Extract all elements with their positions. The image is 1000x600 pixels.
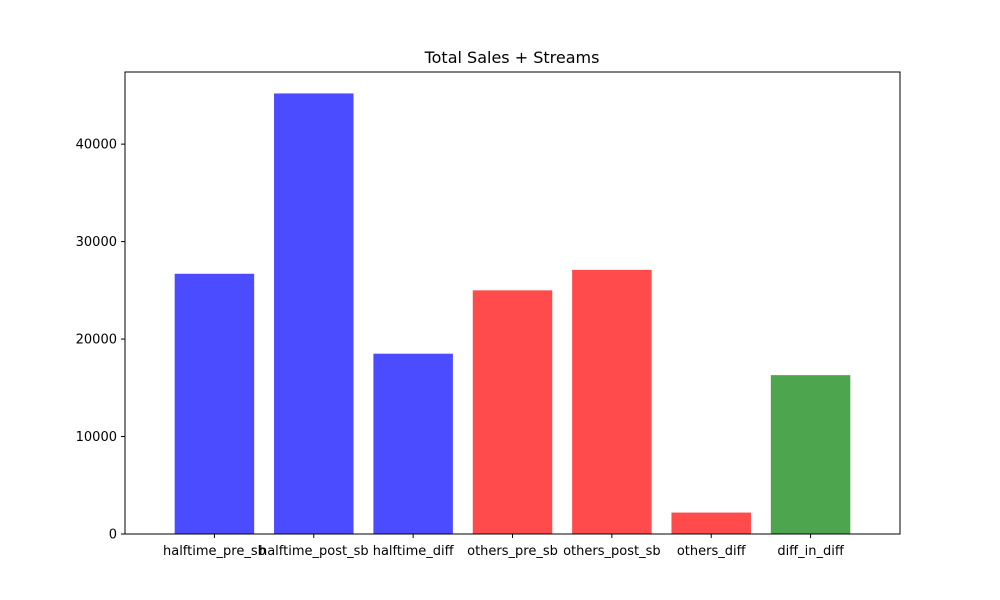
x-tick-label: others_pre_sb	[467, 544, 558, 559]
bar-halftime-post-sb	[274, 93, 354, 534]
bar-halftime-pre-sb	[174, 273, 255, 534]
y-tick-label: 20000	[76, 333, 117, 348]
y-tick-label: 40000	[76, 138, 117, 153]
bars-layer	[174, 93, 851, 534]
bar-diff-in-diff	[770, 375, 851, 534]
x-tick-label: diff_in_diff	[777, 544, 845, 559]
x-tick-label: halftime_post_sb	[259, 544, 369, 559]
bar-others-pre-sb	[472, 290, 553, 534]
x-tick-label: others_diff	[677, 544, 747, 559]
x-tick-label: halftime_pre_sb	[163, 544, 266, 559]
y-tick-label: 10000	[76, 430, 117, 445]
y-tick-label: 30000	[76, 235, 117, 250]
bar-halftime-diff	[373, 353, 453, 534]
bar-others-post-sb	[572, 269, 652, 534]
bar-others-diff	[671, 512, 751, 534]
y-axis: 0 10000 20000 30000 40000	[76, 138, 125, 543]
x-tick-label: others_post_sb	[563, 544, 661, 559]
x-tick-label: halftime_diff	[373, 544, 455, 559]
y-tick-label: 0	[109, 528, 117, 543]
chart-title: Total Sales + Streams	[424, 48, 600, 67]
